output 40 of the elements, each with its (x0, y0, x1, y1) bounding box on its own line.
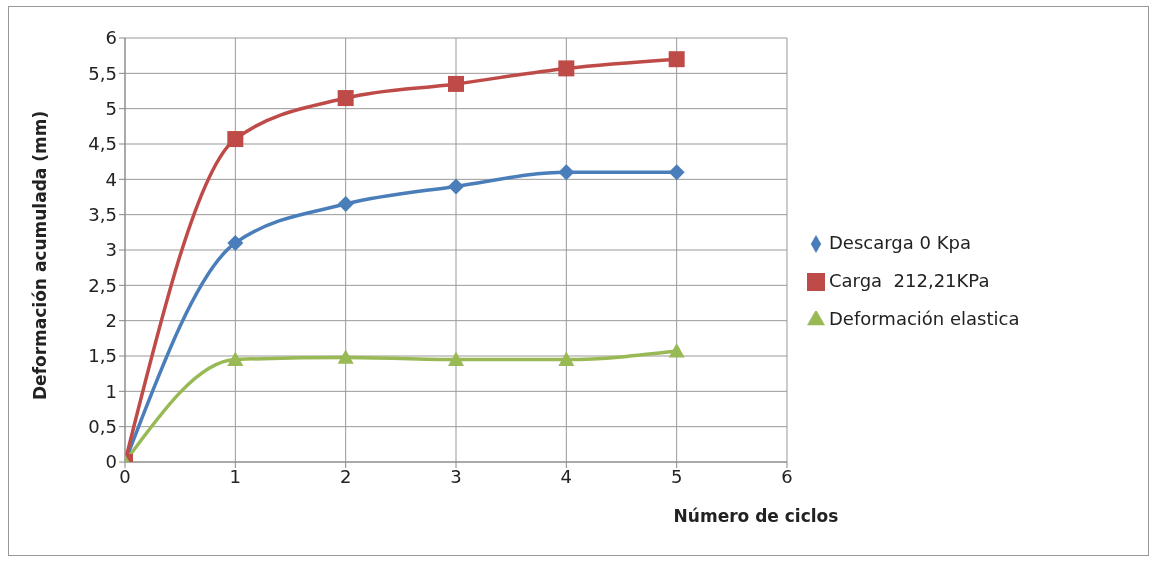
y-tick-label: 1 (105, 380, 117, 402)
x-tick-label: 1 (229, 465, 242, 487)
y-tick-label: 4 (105, 168, 117, 190)
point (558, 164, 575, 181)
y-tick-label: 1,5 (88, 345, 117, 367)
y-tick-label: 0,5 (88, 416, 117, 438)
x-tick-label: 6 (781, 465, 793, 487)
point (337, 90, 354, 107)
y-tick-label: 2,5 (88, 274, 117, 296)
x-tick-label: 2 (339, 465, 352, 487)
point (668, 51, 685, 68)
point (227, 351, 244, 366)
y-tick-label: 4,5 (88, 133, 117, 155)
y-tick-label: 0 (105, 451, 117, 473)
point (448, 351, 464, 366)
legend-label: Deformación elastica (829, 308, 1020, 329)
x-tick-label: 5 (670, 465, 683, 487)
legend-label: Descarga 0 Kpa (829, 232, 971, 253)
point (227, 131, 244, 148)
y-tick-label: 5,5 (88, 62, 117, 84)
point (337, 349, 354, 364)
y-axis-title: Deformación acumulada (mm) (30, 110, 51, 400)
point (227, 234, 244, 251)
point (558, 351, 575, 366)
point (668, 164, 685, 181)
y-tick-label: 2 (105, 310, 117, 332)
point (558, 60, 575, 77)
legend-label: Carga 212,21KPa (829, 270, 990, 291)
point (337, 196, 354, 213)
point (448, 75, 464, 92)
x-axis-title: Número de ciclos (673, 506, 839, 526)
point (448, 178, 464, 195)
point (668, 343, 685, 358)
x-tick-label: 3 (450, 465, 462, 487)
x-tick-label: 4 (560, 465, 573, 487)
x-tick-label: 0 (119, 465, 131, 487)
y-tick-label: 6 (105, 27, 117, 49)
y-tick-label: 3,5 (88, 204, 117, 226)
y-tick-label: 3 (105, 239, 117, 261)
y-tick-label: 5 (105, 98, 117, 120)
